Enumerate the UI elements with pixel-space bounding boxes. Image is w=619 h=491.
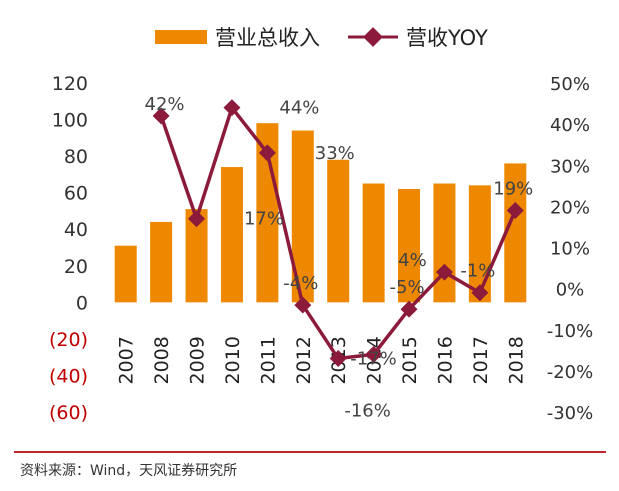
revenue-bar: [114, 245, 137, 303]
source-note: 资料来源：Wind，天风证券研究所: [20, 463, 238, 479]
left-axis-tick-label: 20: [64, 256, 88, 278]
legend-swatch-line: [348, 27, 398, 47]
yoy-data-label: -1%: [460, 261, 495, 282]
right-axis-tick-label: -30%: [547, 403, 594, 424]
category-tick-label: 2015: [399, 336, 421, 384]
revenue-bar: [433, 183, 456, 303]
left-axis-tick-label: 40: [64, 219, 88, 241]
right-axis-tick-label: 0%: [556, 280, 585, 301]
yoy-marker: [435, 263, 453, 281]
left-axis-tick-label: (40): [49, 365, 88, 387]
yoy-marker: [471, 284, 489, 302]
category-tick-label: 2018: [505, 336, 527, 384]
right-axis-tick-label: 30%: [550, 156, 590, 177]
yoy-marker: [365, 345, 383, 363]
left-axis-tick-label: (60): [49, 402, 88, 424]
yoy-marker: [258, 144, 276, 162]
yoy-data-label: -17%: [350, 349, 397, 370]
revenue-bar: [468, 185, 491, 303]
chart-legend: 营业总收入 营收YOY: [0, 22, 619, 52]
yoy-data-label: 42%: [145, 94, 185, 115]
revenue-bar: [220, 167, 243, 303]
yoy-data-label: -16%: [344, 400, 391, 421]
category-tick-label: 2016: [434, 336, 456, 384]
yoy-marker: [223, 99, 241, 117]
yoy-marker: [329, 350, 347, 368]
yoy-marker: [400, 300, 418, 318]
yoy-data-label: 33%: [315, 143, 355, 164]
yoy-marker: [294, 296, 312, 314]
left-axis-tick-label: (20): [49, 329, 88, 351]
left-axis-tick-label: 100: [52, 110, 88, 132]
yoy-marker: [152, 107, 170, 125]
right-axis-tick-label: -20%: [547, 362, 594, 383]
revenue-bar: [398, 189, 421, 303]
category-tick-label: 2007: [116, 336, 138, 384]
legend-item-yoy: 营收YOY: [346, 22, 488, 52]
legend-item-revenue: 营业总收入: [155, 22, 320, 52]
left-axis-tick-label: 80: [64, 146, 88, 168]
yoy-data-label: 17%: [244, 209, 284, 230]
revenue-bar: [504, 163, 527, 303]
left-axis-tick-label: 0: [76, 292, 88, 314]
yoy-marker: [188, 210, 206, 228]
legend-swatch-bar: [155, 30, 207, 44]
yoy-data-label: 19%: [493, 178, 533, 199]
right-axis-tick-label: 10%: [550, 239, 590, 260]
revenue-bar: [150, 221, 173, 303]
category-tick-label: 2009: [187, 336, 209, 384]
legend-label-yoy: 营收YOY: [406, 26, 488, 50]
yoy-data-label: 4%: [398, 250, 427, 271]
right-axis-tick-label: 50%: [550, 74, 590, 95]
revenue-bar: [185, 209, 208, 303]
revenue-bar: [327, 159, 350, 303]
category-tick-label: 2017: [470, 336, 492, 384]
revenue-bar: [291, 130, 314, 303]
right-axis-tick-label: 40%: [550, 115, 590, 136]
legend-label-revenue: 营业总收入: [215, 26, 320, 50]
category-tick-label: 2011: [257, 336, 279, 384]
yoy-data-label: 44%: [279, 98, 319, 119]
yoy-marker: [506, 202, 524, 219]
revenue-bar: [362, 183, 385, 303]
source-divider: [14, 451, 606, 453]
revenue-bar: [256, 123, 279, 303]
category-tick-label: 2008: [151, 336, 173, 384]
category-tick-label: 2012: [293, 336, 315, 384]
yoy-data-label: -4%: [283, 273, 318, 294]
left-axis-tick-label: 120: [52, 73, 88, 95]
yoy-data-label: -5%: [390, 277, 425, 298]
right-axis-tick-label: 20%: [550, 197, 590, 218]
left-axis-tick-label: 60: [64, 183, 88, 205]
category-tick-label: 2010: [222, 336, 244, 384]
right-axis-tick-label: -10%: [547, 321, 594, 342]
